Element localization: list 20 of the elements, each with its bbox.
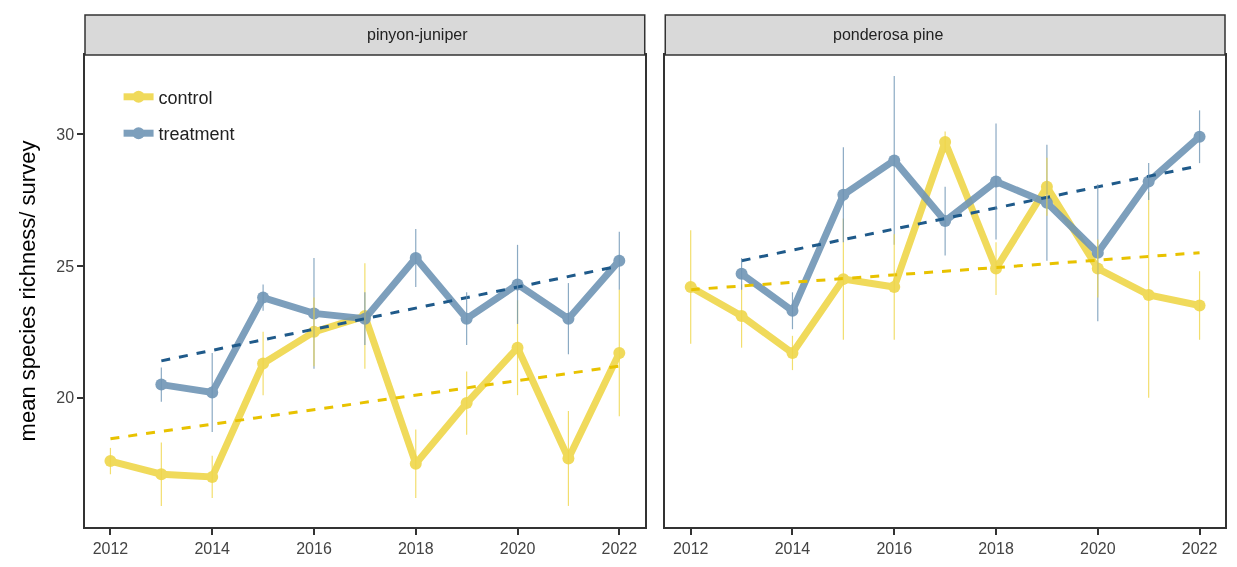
x-tick-label: 2016	[296, 539, 332, 557]
x-tick-label: 2014	[774, 539, 811, 557]
y-axis-title: mean species richness/ survey	[14, 140, 40, 442]
x-tick-label: 2022	[601, 539, 638, 557]
x-tick-label: 2014	[194, 539, 231, 557]
x-tick-label: 2022	[1181, 539, 1218, 557]
x-tick-label: 2020	[499, 539, 536, 557]
legend-label: treatment	[158, 124, 235, 145]
x-tick-label: 2012	[672, 539, 709, 557]
y-tick-label: 20	[56, 389, 75, 407]
x-tick-label: 2018	[397, 539, 434, 557]
x-tick-label: 2016	[876, 539, 913, 557]
chart-title: pinyon-juniper	[367, 26, 469, 43]
y-tick-label: 30	[56, 125, 75, 143]
x-tick-label: 2018	[978, 539, 1014, 557]
x-tick-label: 2012	[92, 539, 129, 557]
y-tick-label: 25	[56, 257, 75, 275]
legend-label: control	[158, 87, 213, 108]
x-tick-label: 2020	[1079, 539, 1116, 557]
chart-title: ponderosa pine	[833, 26, 944, 43]
